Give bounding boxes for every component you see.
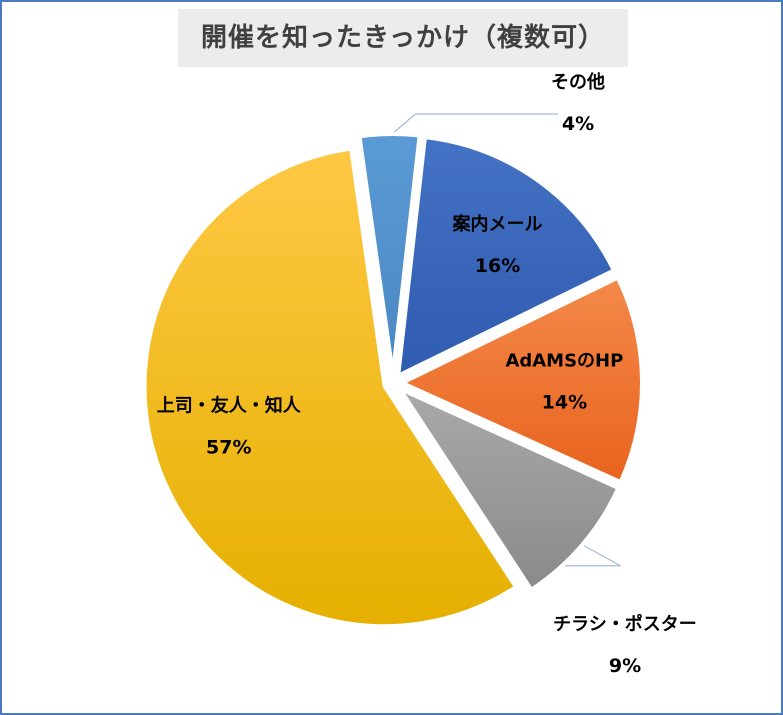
slice-label: チラシ・ポスター: [553, 613, 697, 635]
pie-slice: [396, 135, 616, 378]
slice-label: 案内メール: [451, 213, 542, 235]
pie-slice: [399, 275, 644, 485]
slice-label: AdAMSのHP: [505, 351, 623, 372]
pie-slice: [397, 386, 621, 592]
slice-value-label: 14%: [542, 392, 587, 414]
leader-line: [389, 113, 558, 137]
pie-slice: [142, 146, 518, 629]
chart-title: 開催を知ったきっかけ（複数可）: [201, 23, 605, 53]
slice-value-label: 57%: [206, 436, 251, 458]
slice-value-label: 16%: [475, 255, 520, 277]
slice-label: その他: [551, 71, 605, 93]
title-background: [178, 9, 628, 67]
slice-value-label: 4%: [562, 113, 594, 135]
pie-slice: [357, 132, 422, 377]
slice-label: 上司・友人・知人: [157, 394, 302, 416]
slice-value-label: 9%: [609, 655, 641, 677]
